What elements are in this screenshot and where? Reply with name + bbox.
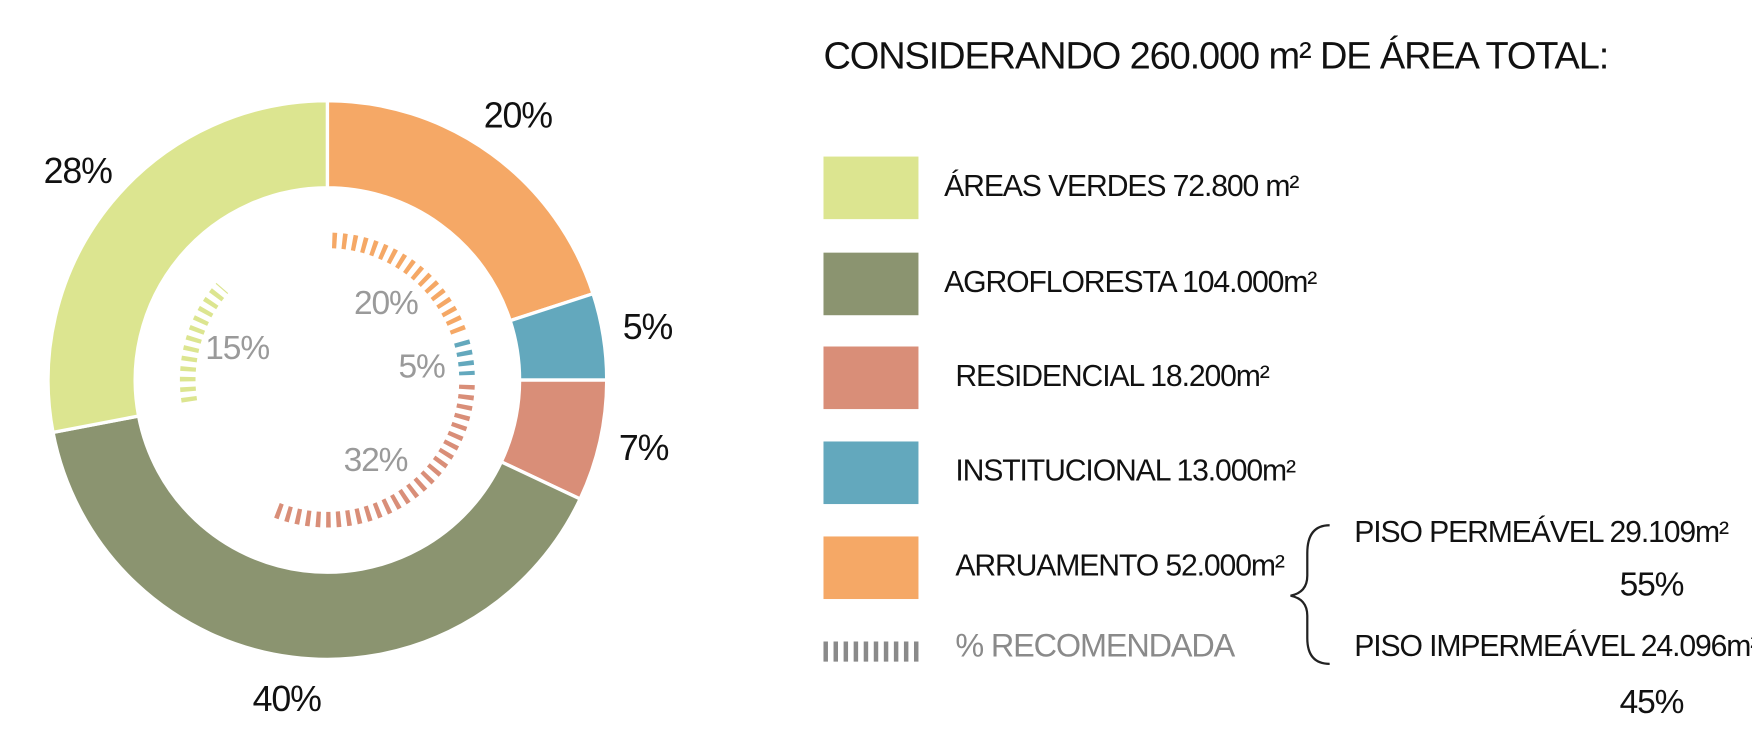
recommended-arc xyxy=(179,282,229,403)
value-label: 20% xyxy=(484,95,553,135)
recommended-label: 32% xyxy=(344,442,408,479)
recommended-label: 5% xyxy=(399,348,446,385)
recommended-arc xyxy=(269,384,475,528)
value-label: 7% xyxy=(619,428,669,468)
recommended-arc xyxy=(454,339,475,376)
value-label: 28% xyxy=(44,151,113,191)
value-label: 40% xyxy=(253,679,322,719)
brace xyxy=(1290,524,1330,665)
legend-label: INSTITUCIONAL 13.000m² xyxy=(955,455,1296,488)
split-label: PISO PERMEÁVEL 29.109m² xyxy=(1354,516,1729,549)
recommended-label: 20% xyxy=(354,285,418,322)
recommended-label: 15% xyxy=(205,330,269,367)
legend-swatch xyxy=(823,536,919,600)
value-label: 5% xyxy=(623,307,673,347)
legend-swatch xyxy=(823,156,919,220)
legend-swatch xyxy=(823,252,919,316)
legend-label: AGROFLORESTA 104.000m² xyxy=(944,266,1317,299)
split-label: PISO IMPERMEÁVEL 24.096m² xyxy=(1354,630,1752,663)
recommended-arc xyxy=(331,232,466,336)
legend-swatch xyxy=(823,441,919,505)
chart-title: CONSIDERANDO 260.000 m² DE ÁREA TOTAL: xyxy=(823,34,1608,77)
split-value: 55% xyxy=(1620,567,1684,604)
donut-segment xyxy=(51,414,583,662)
legend-swatch xyxy=(823,346,919,410)
donut-segment xyxy=(46,99,330,435)
donut-segment xyxy=(325,99,596,323)
split-value: 45% xyxy=(1620,684,1684,721)
legend-label: % RECOMENDADA xyxy=(955,628,1235,664)
legend-label: ÁREAS VERDES 72.800 m² xyxy=(944,170,1299,203)
legend-label: ARRUAMENTO 52.000m² xyxy=(955,550,1285,583)
legend-label: RESIDENCIAL 18.200m² xyxy=(955,360,1269,393)
